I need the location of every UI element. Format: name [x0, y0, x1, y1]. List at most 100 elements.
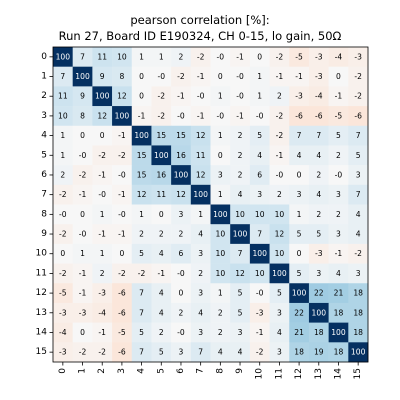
heatmap-cell — [72, 283, 93, 304]
heatmap-cell — [190, 106, 211, 127]
heatmap-cell — [210, 342, 231, 363]
heatmap-cell — [53, 47, 73, 67]
heatmap-cell — [210, 204, 231, 225]
heatmap-cell — [230, 47, 251, 67]
heatmap-cell — [210, 184, 231, 205]
cell-value-label: 7 — [238, 249, 243, 258]
heatmap-cell — [92, 204, 113, 225]
heatmap-cell — [230, 184, 251, 205]
cell-value-label: -6 — [118, 308, 126, 317]
heatmap-cell — [308, 86, 329, 107]
cell-value-label: 7 — [316, 131, 321, 140]
cell-value-label: -1 — [118, 190, 126, 199]
heatmap-cell — [53, 145, 73, 166]
heatmap-cell — [249, 342, 270, 363]
heatmap-cell — [249, 263, 270, 284]
heatmap-cell — [53, 125, 73, 146]
heatmap-cell — [308, 224, 329, 245]
heatmap-cell — [171, 184, 192, 205]
heatmap-cell — [348, 86, 369, 107]
cell-value-label: 4 — [218, 348, 223, 357]
cell-value-label: 2 — [159, 230, 164, 239]
heatmap-cell — [92, 322, 113, 343]
heatmap-cell — [131, 125, 152, 146]
cell-value-label: 3 — [297, 190, 302, 199]
cell-value-label: 0 — [179, 289, 184, 298]
heatmap-cell — [289, 243, 310, 264]
heatmap-cell — [328, 145, 349, 166]
cell-value-label: -0 — [217, 52, 225, 61]
heatmap-cell — [112, 184, 133, 205]
cell-value-label: 100 — [312, 308, 327, 317]
cell-value-label: 10 — [255, 269, 265, 278]
heatmap-cell — [230, 145, 251, 166]
heatmap-cell — [131, 47, 152, 67]
y-tick-label: 6 — [41, 170, 47, 180]
cell-value-label: -0 — [276, 170, 284, 179]
heatmap-cell — [190, 184, 211, 205]
x-axis: 0 1 2 3 4 5 6 7 8 9 10 11 12 13 14 15 — [58, 362, 363, 379]
heatmap-cell — [190, 204, 211, 225]
cell-value-label: -0 — [177, 111, 185, 120]
heatmap-cell — [151, 86, 172, 107]
x-tick-label: 10 — [255, 368, 265, 380]
cell-value-label: -2 — [59, 269, 67, 278]
heatmap-cell — [72, 165, 93, 186]
heatmap-cell — [269, 283, 290, 304]
heatmap-cell — [230, 243, 251, 264]
heatmap-cell — [348, 106, 369, 127]
heatmap-cell — [112, 342, 133, 363]
heatmap-cell — [210, 145, 231, 166]
cell-value-label: 3 — [198, 249, 203, 258]
heatmap-cell — [131, 263, 152, 284]
cell-value-label: -0 — [177, 269, 185, 278]
cell-value-label: 5 — [356, 151, 361, 160]
cell-value-label: 10 — [216, 230, 226, 239]
heatmap-cell — [72, 204, 93, 225]
cell-value-label: 3 — [238, 328, 243, 337]
cell-value-label: 10 — [216, 249, 226, 258]
cell-value-label: -2 — [118, 151, 126, 160]
heatmap-cells — [53, 47, 369, 363]
cell-value-label: -1 — [276, 72, 284, 81]
cell-value-label: 6 — [179, 249, 184, 258]
cell-value-label: 22 — [294, 308, 304, 317]
heatmap-cell — [348, 283, 369, 304]
heatmap-cell — [328, 283, 349, 304]
plot-frame — [52, 46, 369, 363]
heatmap-cell — [131, 342, 152, 363]
heatmap-cell — [92, 86, 113, 107]
cell-value-label: 7 — [257, 230, 262, 239]
heatmap-cell — [53, 86, 73, 107]
y-tick-label: 1 — [41, 72, 47, 82]
cell-value-label: 7 — [60, 72, 65, 81]
heatmap-cell — [289, 145, 310, 166]
heatmap-cell — [230, 125, 251, 146]
cell-value-label: 10 — [255, 210, 265, 219]
cell-value-label: -2 — [59, 230, 67, 239]
cell-value-label: -2 — [79, 170, 87, 179]
heatmap-cell — [289, 184, 310, 205]
heatmap-cell — [112, 322, 133, 343]
heatmap-cell — [348, 224, 369, 245]
x-tick-label: 1 — [78, 368, 88, 374]
heatmap-cell — [230, 283, 251, 304]
heatmap-cell — [72, 86, 93, 107]
cell-value-label: -3 — [79, 308, 87, 317]
heatmap-cell — [112, 243, 133, 264]
heatmap-cell — [190, 322, 211, 343]
heatmap-cell — [151, 263, 172, 284]
heatmap-cell — [171, 342, 192, 363]
cell-value-label: 2 — [179, 52, 184, 61]
cell-value-label: -3 — [59, 348, 67, 357]
cell-value-label: -2 — [157, 92, 165, 101]
x-tick-label: 12 — [294, 368, 304, 379]
cell-value-label: 3 — [179, 348, 184, 357]
heatmap-cell — [53, 224, 73, 245]
heatmap-cell — [210, 322, 231, 343]
cell-value-label: 1 — [198, 210, 203, 219]
heatmap-cell — [269, 224, 290, 245]
cell-value-label: 2 — [179, 308, 184, 317]
heatmap-cell — [92, 342, 113, 363]
cell-value-label: 4 — [356, 210, 361, 219]
